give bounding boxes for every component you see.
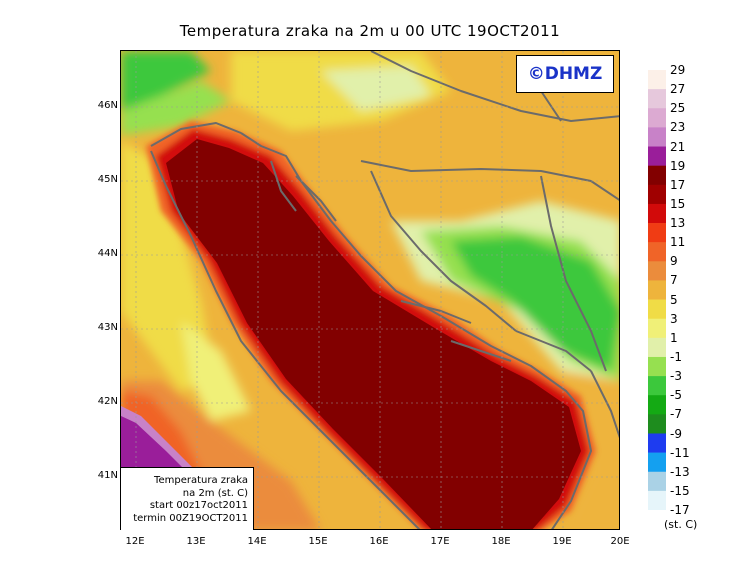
colorbar-label: -17 [670,503,690,517]
border-montenegro [515,330,592,372]
lon-label-18e: 18E [491,536,511,547]
colorbar [648,70,666,510]
colorbar-label: 25 [670,101,686,116]
colorbar-label: 11 [670,235,686,250]
dhmz-logo: ©DHMZ [516,55,614,93]
lat-lon-grid [121,51,619,529]
cool-zone-nw [121,81,231,136]
info-line-3: start 00z17oct2011 [149,500,248,511]
north-light-patch [321,66,431,111]
colorbar-swatch [648,146,666,166]
colorbar-swatch [648,414,666,434]
colorbar-label: 7 [670,273,678,288]
colorbar-label: 5 [670,292,678,307]
colorbar-swatch [648,356,666,377]
border-bosnia-east [540,175,607,372]
colorbar-swatch [648,376,666,396]
colorbar-swatch [648,395,666,415]
colorbar-label: -1 [670,350,682,364]
italy-light-patch [181,321,251,421]
colorbar-label: 29 [670,63,686,77]
lon-label-17e: 17E [430,536,450,547]
colorbar-swatch [648,337,666,358]
colorbar-label: -3 [670,369,682,384]
info-line-4: termin 00Z19OCT2011 [133,512,248,524]
colorbar-swatch [648,299,666,319]
colorbar-label: 13 [670,216,686,230]
temperature-field [121,51,619,529]
coastline-italy [150,150,421,529]
lon-label-16e: 16E [369,536,389,547]
colorbar-swatch [648,184,666,205]
colorbar-label: -5 [670,388,682,403]
colorbar-label: -7 [670,407,682,422]
colorbar-swatch [648,471,666,492]
border-albania [590,370,619,439]
lon-label-15e: 15E [308,536,328,547]
colorbar-label: -9 [670,426,682,441]
colorbar-label: 1 [670,330,678,345]
temperature-map [120,50,620,530]
colorbar-label: 15 [670,196,686,211]
colorbar-label: -13 [670,464,690,479]
border-bosnia-west [370,170,517,332]
colorbar-swatch [648,433,666,453]
colorbar-label: 19 [670,158,686,173]
lon-label-20e: 20E [610,536,630,547]
colorbar-label: 9 [670,254,678,269]
istria-coast [270,160,297,212]
colorbar-label: -15 [670,483,690,498]
lat-label-44n: 44N [97,248,118,259]
colorbar-label: 21 [670,139,686,154]
colorbar-swatch [648,223,666,243]
lat-label-46n: 46N [97,100,118,111]
info-line-2: na 2m (st. C) [182,487,248,499]
lat-label-45n: 45N [97,174,118,185]
colorbar-swatch [648,127,666,147]
colorbar-swatch [648,490,666,510]
colorbar-swatch [648,242,666,262]
south-islands [450,340,512,362]
lon-label-13e: 13E [186,536,206,547]
colorbar-units: (st. C) [664,518,698,531]
lon-label-14e: 14E [247,536,267,547]
lon-label-19e: 19E [552,536,572,547]
colorbar-swatch [648,280,666,300]
colorbar-swatch [648,70,666,90]
colorbar-label: 17 [670,177,686,192]
lat-label-42n: 42N [97,396,118,407]
colorbar-swatch [648,452,666,473]
italy-interior [121,141,216,391]
lat-label-43n: 43N [97,322,118,333]
colorbar-swatch [648,89,666,109]
colorbar-swatch [648,318,666,339]
colorbar-label: 23 [670,120,686,135]
colorbar-swatch [648,203,666,224]
interior-cold [451,236,619,371]
border-croatia-north [360,160,619,201]
cold-zone-nw [121,51,211,111]
adriatic-core [166,139,581,529]
colorbar-label: -11 [670,445,690,460]
info-box: Temperatura zraka na 2m (st. C) start 00… [121,467,254,530]
colorbar-swatch [648,108,666,128]
colorbar-swatch [648,165,666,186]
kvarner-islands [295,175,337,222]
lon-label-12e: 12E [125,536,145,547]
border-north [370,51,619,122]
info-line-1: Temperatura zraka [154,475,248,486]
colorbar-label: 27 [670,82,686,97]
map-title: Temperatura zraka na 2m u 00 UTC 19OCT20… [179,22,561,40]
colorbar-swatch [648,261,666,281]
coastline-north-italy [150,122,242,147]
lat-label-41n: 41N [97,470,118,481]
colorbar-label: 3 [670,311,678,326]
